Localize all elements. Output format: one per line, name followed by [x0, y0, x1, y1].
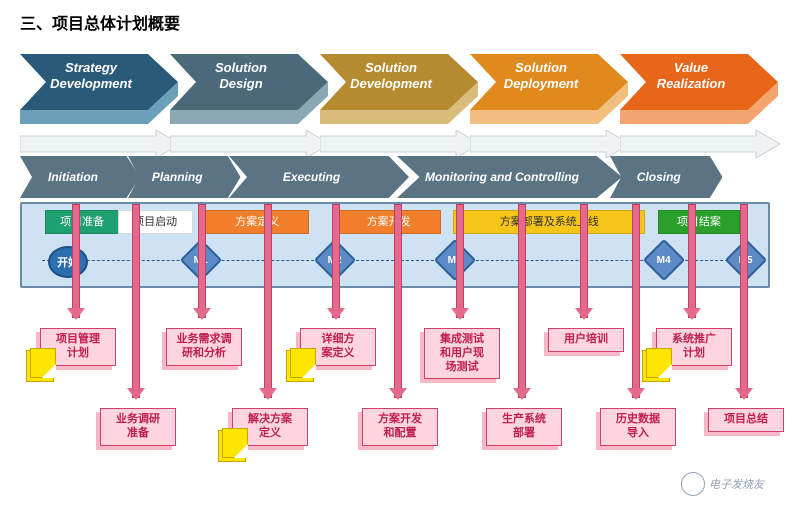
activity-connector [394, 204, 402, 398]
stage-wedge: ValueRealization [620, 42, 780, 132]
white-arrow [470, 130, 630, 158]
activity-connector [72, 204, 80, 318]
watermark-text: 电子发烧友 [709, 476, 764, 492]
activity-connector [688, 204, 696, 318]
activity-box: 业务调研准备 [100, 408, 176, 446]
activity-connector [740, 204, 748, 398]
stage-wedge: SolutionDeployment [470, 42, 630, 132]
activity-box: 集成测试和用户现场测试 [424, 328, 500, 379]
activity-box: 方案开发和配置 [362, 408, 438, 446]
activity-box: 生产系统部署 [486, 408, 562, 446]
plan-diagram: StrategyDevelopment SolutionDesign Solut… [20, 42, 770, 502]
activity-connector [198, 204, 206, 318]
activity-connector [580, 204, 588, 318]
phase-arrow: Planning [128, 156, 241, 198]
activity-box: 项目总结 [708, 408, 784, 432]
stage-wedge: SolutionDevelopment [320, 42, 480, 132]
globe-icon [681, 472, 705, 496]
activity-connector [632, 204, 640, 398]
phase-tab: 项目准备 [45, 210, 120, 234]
stage-wedge: SolutionDesign [170, 42, 330, 132]
white-arrow-row [20, 130, 770, 158]
activity-box: 业务需求调研和分析 [166, 328, 242, 366]
sticky-note-icon [30, 348, 56, 378]
sticky-note-icon [222, 428, 248, 458]
phase-tab: 方案开发 [337, 210, 441, 234]
white-arrow [170, 130, 330, 158]
activity-box: 用户培训 [548, 328, 624, 352]
sticky-note-icon [646, 348, 672, 378]
stage-wedge: StrategyDevelopment [20, 42, 180, 132]
phase-tab: 项目结案 [658, 210, 740, 234]
section-title: 三、项目总体计划概要 [20, 10, 778, 34]
phase-tab: 项目启动 [118, 210, 193, 234]
sticky-note-icon [290, 348, 316, 378]
phase-arrow: Closing [610, 156, 723, 198]
milestone-m3: M3 [440, 248, 470, 272]
phase-arrow: Monitoring and Controlling [397, 156, 622, 198]
watermark: 电子发烧友 [681, 472, 764, 496]
stage-row: StrategyDevelopment SolutionDesign Solut… [20, 42, 770, 132]
activity-connector [456, 204, 464, 318]
white-arrow [20, 130, 180, 158]
phase-arrow: Executing [229, 156, 409, 198]
activity-connector [332, 204, 340, 318]
milestone-m4: M4 [649, 248, 679, 272]
phase-tab: 方案部署及系统上线 [453, 210, 645, 234]
phase-arrow: Initiation [20, 156, 140, 198]
activity-connector [264, 204, 272, 398]
activity-connector [518, 204, 526, 398]
white-arrow [320, 130, 480, 158]
white-arrow [620, 130, 780, 158]
milestone-start: 开始 [48, 246, 88, 278]
activity-box: 历史数据导入 [600, 408, 676, 446]
activities: 项目管理计划业务调研准备业务需求调研和分析解决方案定义详细方案定义方案开发和配置… [20, 288, 770, 502]
phase-tab: 方案定义 [205, 210, 309, 234]
phase-row: Initiation Planning Executing Monitoring… [20, 156, 770, 198]
activity-connector [132, 204, 140, 398]
